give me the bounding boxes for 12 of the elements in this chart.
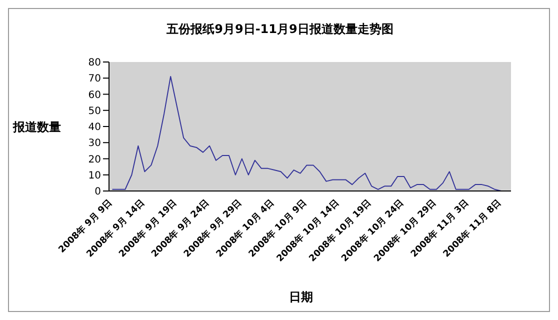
y-tick-label: 40	[88, 122, 101, 134]
y-tick-label: 70	[88, 74, 101, 85]
y-tick-label: 20	[88, 154, 101, 166]
y-tick-label: 60	[88, 90, 101, 101]
x-axis-title: 日期	[289, 289, 313, 306]
y-axis-title: 报道数量	[13, 119, 61, 136]
y-tick-label: 50	[88, 106, 101, 117]
y-tick-label: 30	[88, 138, 101, 150]
y-tick-label: 10	[88, 170, 101, 182]
y-tick-label: 80	[88, 58, 101, 69]
y-tick-label: 0	[94, 186, 101, 198]
chart-title: 五份报纸9月9日-11月9日报道数量走势图	[166, 21, 394, 38]
